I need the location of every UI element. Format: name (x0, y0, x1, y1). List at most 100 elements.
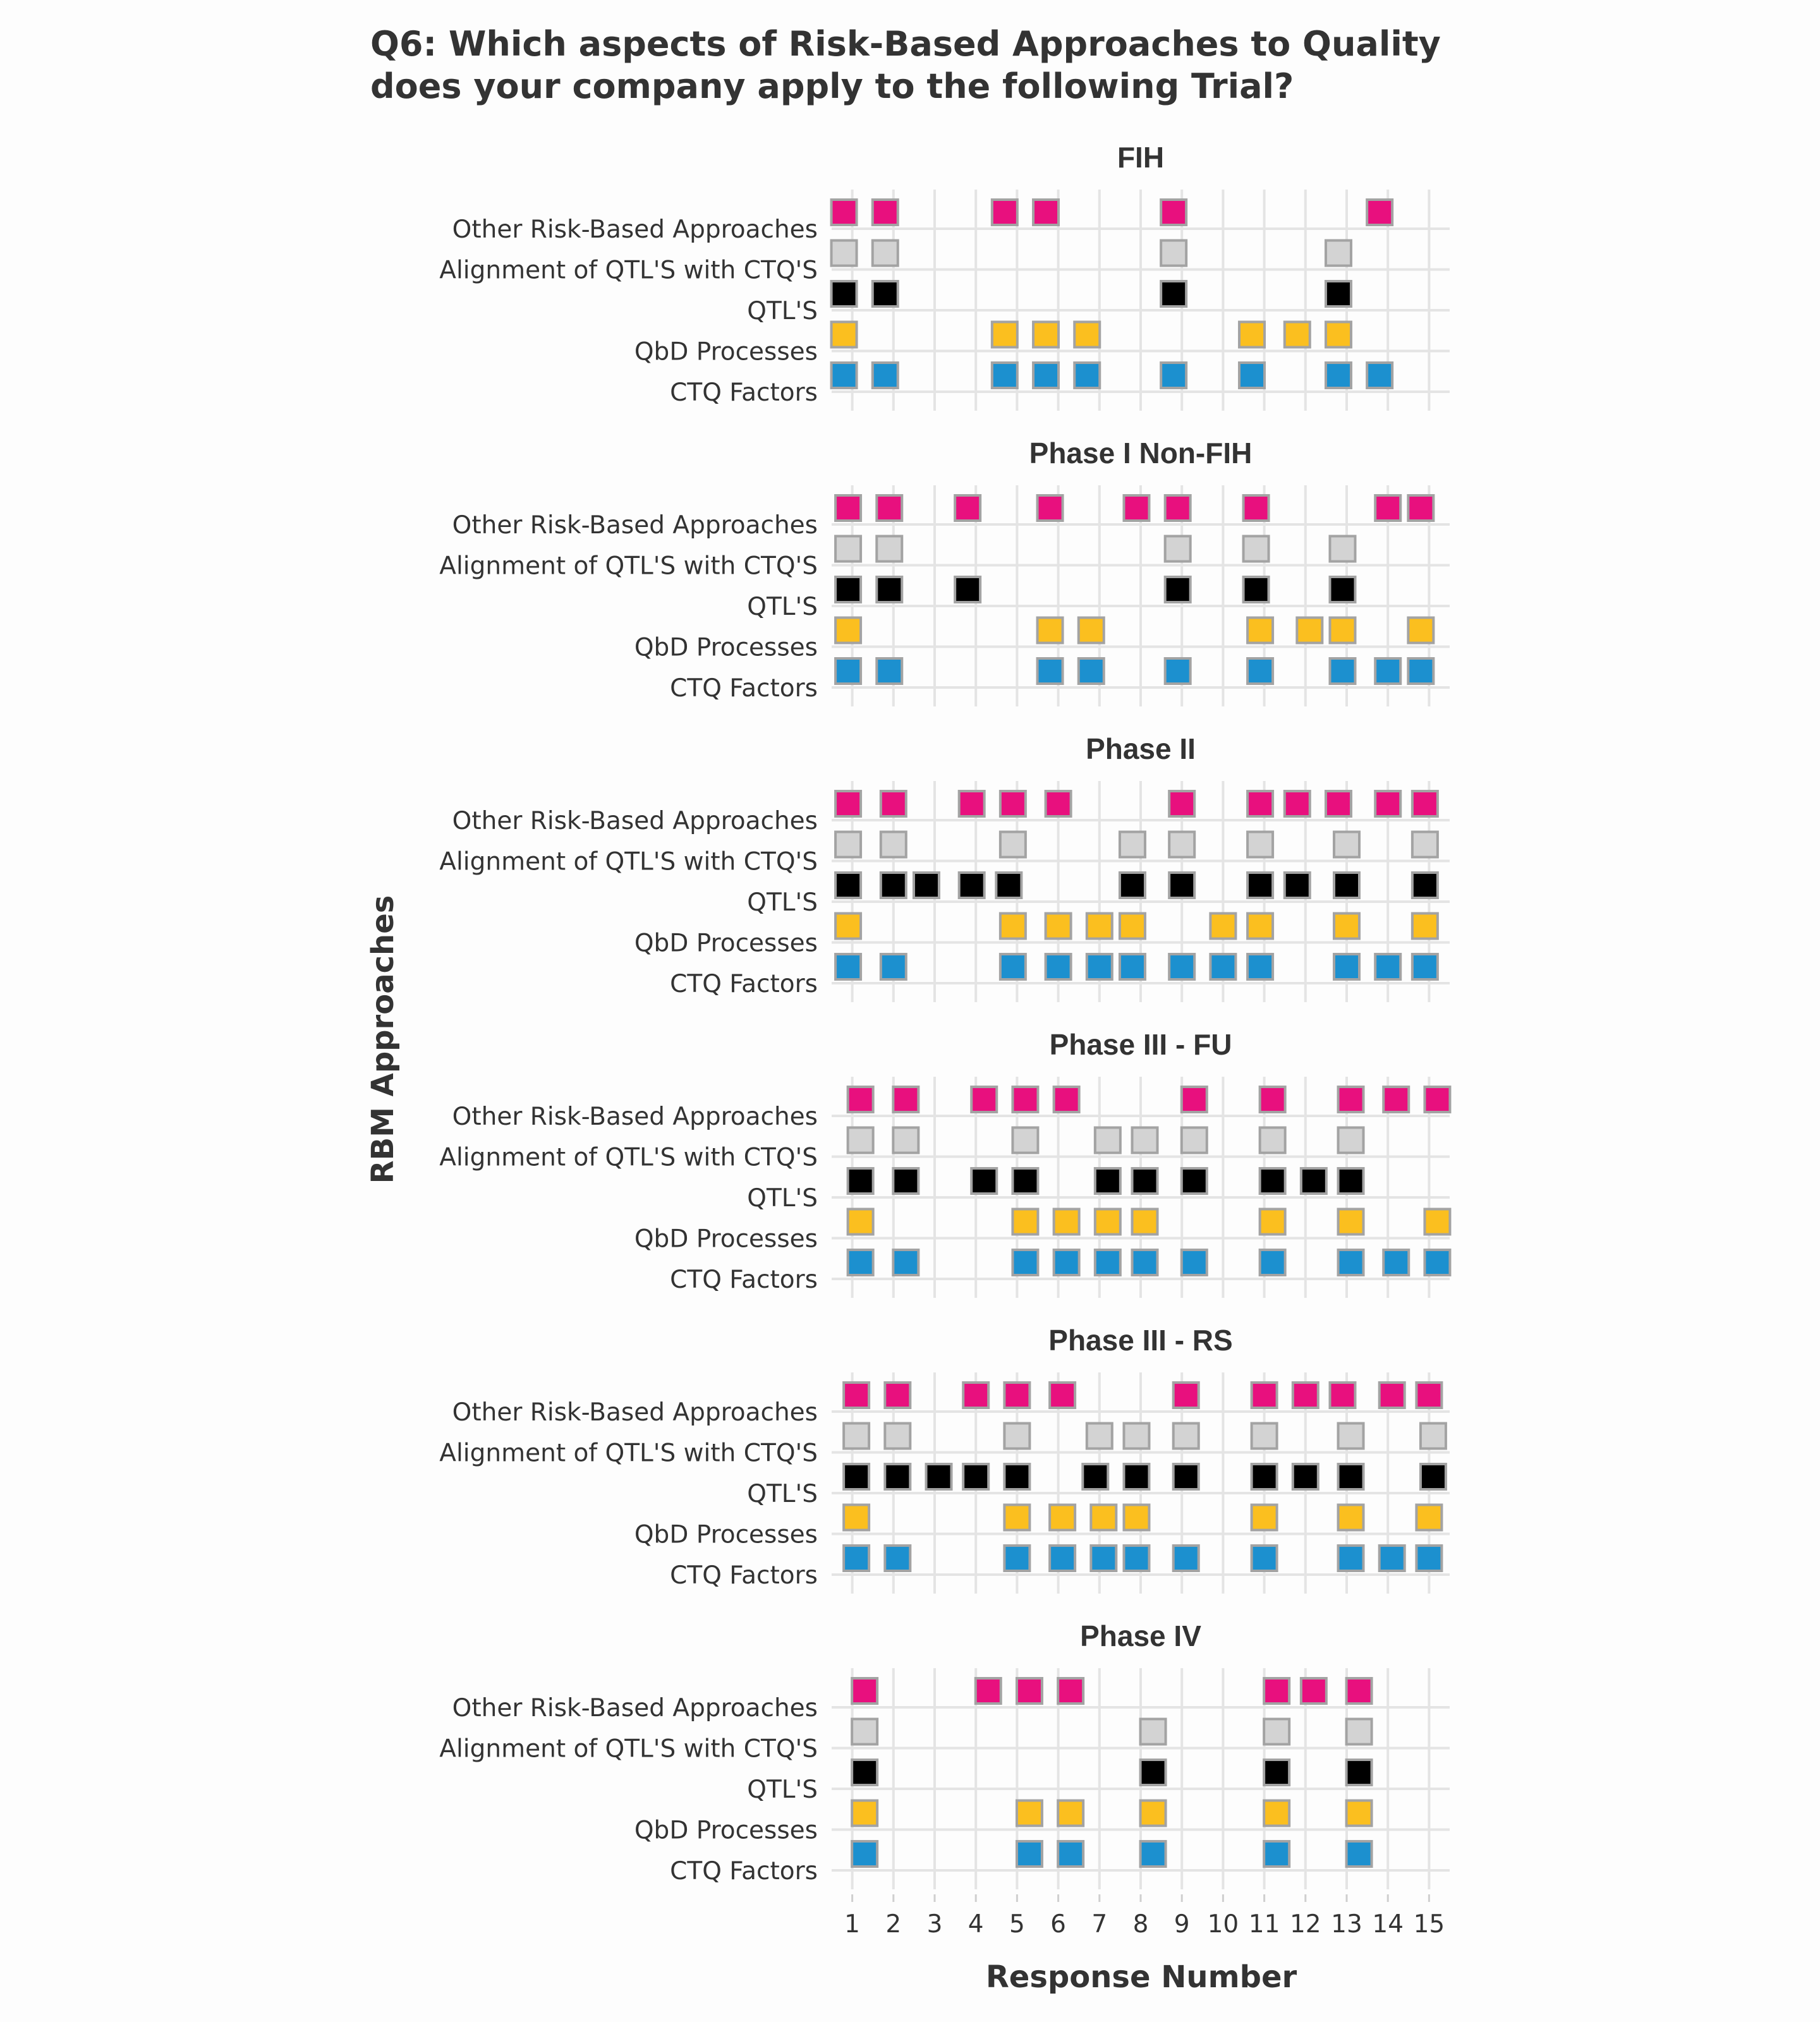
marker-qtl-s (1118, 871, 1146, 899)
marker-ctq-factors (1180, 1249, 1208, 1276)
marker-other-risk-based-approaches (1324, 790, 1352, 818)
marker-alignment-of-qtl-s-with-ctq-s (851, 1717, 879, 1746)
marker-ctq-factors (1085, 953, 1113, 981)
marker-qtl-s (1163, 576, 1192, 603)
y-tick-label: Alignment of QTL'S with CTQ'S (439, 1439, 818, 1468)
marker-ctq-factors (1073, 361, 1101, 389)
marker-other-risk-based-approaches (1122, 494, 1151, 522)
x-tick-label: 10 (1208, 1910, 1239, 1939)
marker-other-risk-based-approaches (1345, 1677, 1373, 1705)
marker-alignment-of-qtl-s-with-ctq-s (1085, 1422, 1113, 1450)
panel-title: Phase III - RS (1048, 1324, 1232, 1357)
marker-qtl-s (1246, 871, 1275, 899)
marker-qtl-s (995, 871, 1023, 899)
marker-other-risk-based-approaches (1044, 790, 1072, 818)
marker-ctq-factors (1172, 1544, 1200, 1572)
y-tick-label: QbD Processes (634, 634, 818, 662)
marker-qbd-processes (1337, 1503, 1365, 1532)
marker-alignment-of-qtl-s-with-ctq-s (1011, 1126, 1040, 1154)
y-tick-label: CTQ Factors (670, 970, 818, 998)
marker-ctq-factors (1048, 1544, 1077, 1572)
marker-qbd-processes (1093, 1208, 1122, 1236)
panel-phase-iv: Phase IV Other Risk-Based Approaches Align… (439, 1619, 1450, 1889)
marker-ctq-factors (846, 1249, 875, 1276)
marker-qbd-processes (1407, 616, 1435, 645)
marker-qtl-s (1242, 576, 1270, 603)
marker-ctq-factors (834, 657, 863, 685)
marker-ctq-factors (834, 953, 863, 981)
marker-qtl-s (925, 1463, 953, 1491)
marker-alignment-of-qtl-s-with-ctq-s (1250, 1422, 1278, 1450)
marker-ctq-factors (1407, 657, 1435, 685)
marker-qtl-s (1139, 1759, 1167, 1786)
y-tick-label: Other Risk-Based Approaches (452, 215, 818, 244)
marker-other-risk-based-approaches (1407, 494, 1435, 522)
panel-phase-iii-fu: Phase III - FU Other Risk-Based Approache… (439, 1028, 1452, 1298)
marker-qtl-s (957, 871, 986, 899)
marker-alignment-of-qtl-s-with-ctq-s (842, 1422, 871, 1450)
marker-other-risk-based-approaches (1382, 1086, 1410, 1113)
marker-alignment-of-qtl-s-with-ctq-s (834, 535, 863, 563)
y-tick-label: QbD Processes (634, 338, 818, 366)
marker-other-risk-based-approaches (1299, 1677, 1328, 1705)
marker-other-risk-based-approaches (1172, 1381, 1200, 1409)
marker-qbd-processes (846, 1208, 875, 1236)
marker-other-risk-based-approaches (1048, 1381, 1077, 1409)
marker-ctq-factors (1044, 953, 1072, 981)
marker-qtl-s (883, 1463, 912, 1491)
y-tick-label: Other Risk-Based Approaches (452, 807, 818, 835)
marker-qbd-processes (1258, 1208, 1287, 1236)
marker-ctq-factors (1374, 657, 1402, 685)
marker-qbd-processes (1209, 912, 1237, 940)
marker-other-risk-based-approaches (842, 1381, 871, 1409)
marker-ctq-factors (1077, 657, 1105, 685)
y-tick-label: QTL'S (747, 888, 818, 917)
marker-qbd-processes (834, 912, 863, 940)
y-tick-label: QbD Processes (634, 1817, 818, 1845)
marker-qtl-s (846, 1167, 875, 1195)
marker-qtl-s (1333, 871, 1361, 899)
marker-ctq-factors (990, 361, 1019, 389)
marker-alignment-of-qtl-s-with-ctq-s (1324, 239, 1352, 267)
marker-ctq-factors (1139, 1840, 1167, 1868)
marker-qtl-s (879, 871, 907, 899)
marker-qbd-processes (998, 912, 1027, 940)
marker-qbd-processes (1337, 1208, 1365, 1236)
marker-other-risk-based-approaches (990, 198, 1019, 226)
x-tick-label: 6 (1050, 1910, 1066, 1939)
y-tick-label: QTL'S (747, 1776, 818, 1804)
marker-other-risk-based-approaches (957, 790, 986, 818)
marker-qtl-s (1299, 1167, 1328, 1195)
y-tick-label: Alignment of QTL'S with CTQ'S (439, 1144, 818, 1172)
marker-ctq-factors (1415, 1544, 1443, 1572)
marker-qtl-s (1258, 1167, 1287, 1195)
marker-qtl-s (1180, 1167, 1208, 1195)
panel-phase-iii-rs: Phase III - RS Other Risk-Based Approache… (439, 1324, 1450, 1594)
marker-other-risk-based-approaches (875, 494, 904, 522)
marker-alignment-of-qtl-s-with-ctq-s (1410, 830, 1439, 859)
marker-other-risk-based-approaches (1160, 198, 1188, 226)
marker-qbd-processes (1283, 320, 1311, 349)
marker-alignment-of-qtl-s-with-ctq-s (1118, 830, 1146, 859)
marker-ctq-factors (1337, 1249, 1365, 1276)
marker-other-risk-based-approaches (1415, 1381, 1443, 1409)
panel-phase-ii: Phase II Other Risk-Based Approaches Align… (439, 732, 1450, 1002)
x-tick-label: 5 (1009, 1910, 1025, 1939)
marker-alignment-of-qtl-s-with-ctq-s (879, 830, 907, 859)
x-axis-title: Response Number (986, 1959, 1297, 1995)
chart-title-line-2: does your company apply to the following… (370, 66, 1294, 106)
marker-ctq-factors (1168, 953, 1196, 981)
marker-qtl-s (1324, 280, 1352, 308)
marker-ctq-factors (1378, 1544, 1406, 1572)
marker-other-risk-based-approaches (1374, 790, 1402, 818)
marker-qbd-processes (1048, 1503, 1077, 1532)
marker-alignment-of-qtl-s-with-ctq-s (875, 535, 904, 563)
marker-qtl-s (834, 871, 863, 899)
marker-qtl-s (962, 1463, 990, 1491)
marker-qbd-processes (1011, 1208, 1040, 1236)
marker-alignment-of-qtl-s-with-ctq-s (998, 830, 1027, 859)
marker-qbd-processes (1073, 320, 1101, 349)
marker-other-risk-based-approaches (1291, 1381, 1320, 1409)
marker-qbd-processes (1415, 1503, 1443, 1532)
